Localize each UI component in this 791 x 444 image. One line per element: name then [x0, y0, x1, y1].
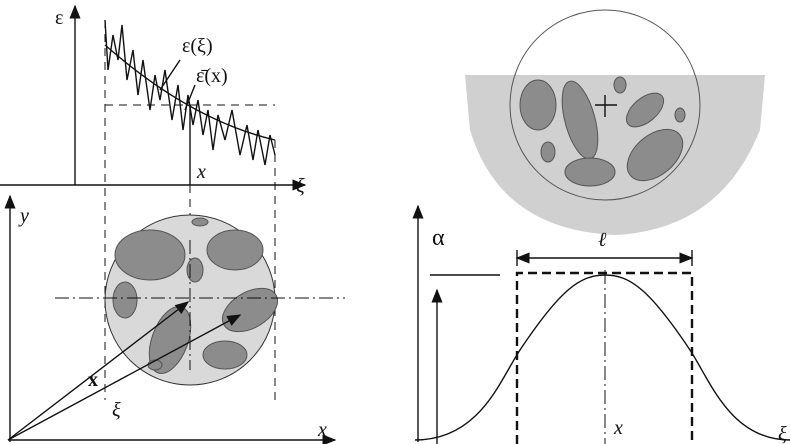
label: ξ: [112, 399, 121, 421]
label: x: [88, 369, 98, 391]
label: ε̄(x): [196, 65, 228, 87]
label: ξ: [778, 423, 787, 444]
label: x: [317, 419, 327, 441]
label: ε(ξ): [182, 35, 213, 57]
label: x: [196, 161, 206, 183]
label: x: [613, 417, 623, 439]
diagram: ε ε(ξ) ε̄(x) x ξ y x ξ x α ℓ x ξ: [0, 0, 791, 444]
label: y: [18, 205, 29, 227]
material-sample: y x ξ x: [8, 196, 345, 442]
label: ε: [55, 7, 63, 29]
window-sample: [465, 10, 765, 235]
label: ℓ: [598, 229, 607, 251]
weight-function: α ℓ x ξ: [415, 206, 790, 444]
label: ξ: [296, 175, 305, 197]
label: α: [432, 225, 445, 251]
